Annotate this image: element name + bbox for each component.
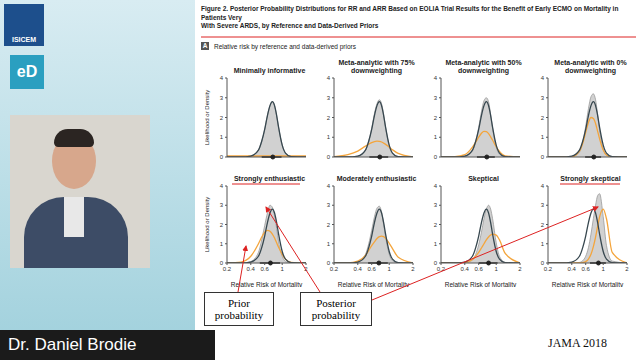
html-text:Skeptical: Skeptical [468, 175, 499, 182]
svg-text:Relative Risk of Mortality: Relative Risk of Mortality [445, 281, 517, 287]
svg-text:1: 1 [541, 134, 545, 140]
svg-text:1: 1 [434, 241, 438, 247]
svg-text:4: 4 [220, 75, 224, 81]
svg-text:3: 3 [541, 202, 545, 208]
svg-text:0.6: 0.6 [582, 266, 591, 272]
svg-text:4: 4 [541, 75, 545, 81]
html-text:With Severe ARDS, by Reference: With Severe ARDS, by Reference and Data-… [201, 22, 379, 29]
svg-text:0: 0 [541, 154, 545, 160]
html-text:Meta-analytic with 50% downwei: Meta-analytic with 50% downweighting [445, 59, 522, 74]
svg-text:0: 0 [327, 260, 331, 266]
svg-text:2: 2 [220, 222, 224, 228]
svg-text:2: 2 [625, 266, 629, 272]
svg-text:3: 3 [327, 202, 331, 208]
svg-text:0.6: 0.6 [475, 266, 484, 272]
svg-text:1: 1 [495, 266, 499, 272]
svg-text:2: 2 [541, 115, 545, 121]
html-text:Minimally informative: Minimally informative [233, 67, 306, 74]
html-text:A: A [202, 42, 208, 49]
svg-text:0: 0 [327, 154, 331, 160]
svg-text:1: 1 [220, 241, 224, 247]
svg-text:2: 2 [327, 115, 331, 121]
svg-text:0.2: 0.2 [330, 266, 339, 272]
svg-text:1: 1 [434, 134, 438, 140]
svg-text:Relative Risk of Mortality: Relative Risk of Mortality [552, 281, 624, 287]
svg-text:0.6: 0.6 [368, 266, 377, 272]
svg-text:4: 4 [434, 75, 438, 81]
svg-text:0.2: 0.2 [437, 266, 446, 272]
svg-text:1: 1 [388, 266, 392, 272]
svg-text:0.4: 0.4 [247, 266, 256, 272]
svg-text:2: 2 [434, 222, 438, 228]
html-text:JAMA 2018: JAMA 2018 [548, 336, 607, 350]
svg-text:0.4: 0.4 [461, 266, 470, 272]
svg-text:3: 3 [434, 202, 438, 208]
svg-text:Relative Risk of Mortality: Relative Risk of Mortality [338, 281, 410, 287]
svg-text:0: 0 [434, 154, 438, 160]
svg-text:Likelihood or Density: Likelihood or Density [205, 90, 210, 146]
svg-text:Relative Risk of Mortality: Relative Risk of Mortality [231, 281, 303, 287]
svg-text:4: 4 [220, 183, 224, 189]
svg-text:0: 0 [220, 154, 224, 160]
svg-text:4: 4 [541, 183, 545, 189]
svg-text:4: 4 [434, 183, 438, 189]
svg-text:4: 4 [327, 75, 331, 81]
svg-text:4: 4 [327, 183, 331, 189]
html-text:Strongly skeptical: Strongly skeptical [560, 175, 621, 182]
svg-text:2: 2 [434, 115, 438, 121]
html-text:Relative risk by reference and: Relative risk by reference and data-deri… [214, 42, 356, 50]
svg-text:2: 2 [220, 115, 224, 121]
svg-text:0.4: 0.4 [354, 266, 363, 272]
html-text:Posterior probability: Posterior probability [311, 297, 361, 321]
svg-text:1: 1 [220, 134, 224, 140]
svg-text:1: 1 [327, 134, 331, 140]
svg-text:1: 1 [281, 266, 285, 272]
svg-text:0: 0 [220, 260, 224, 266]
svg-text:0.2: 0.2 [544, 266, 553, 272]
svg-text:2: 2 [304, 266, 308, 272]
svg-text:1: 1 [327, 241, 331, 247]
svg-text:0.6: 0.6 [261, 266, 270, 272]
html-text:Meta-analytic with 0% downweig: Meta-analytic with 0% downweighting [554, 59, 627, 74]
svg-text:0: 0 [541, 260, 545, 266]
html-text:Dr. Daniel Brodie: Dr. Daniel Brodie [8, 335, 137, 354]
svg-text:1: 1 [602, 266, 606, 272]
svg-text:3: 3 [220, 95, 224, 101]
svg-text:2: 2 [518, 266, 522, 272]
svg-text:0.2: 0.2 [223, 266, 232, 272]
html-text:Moderately enthusiastic: Moderately enthusiastic [336, 175, 417, 182]
svg-text:1: 1 [541, 241, 545, 247]
svg-text:2: 2 [327, 222, 331, 228]
svg-text:2: 2 [541, 222, 545, 228]
svg-text:3: 3 [434, 95, 438, 101]
svg-text:3: 3 [327, 95, 331, 101]
svg-text:3: 3 [541, 95, 545, 101]
svg-text:0: 0 [434, 260, 438, 266]
svg-text:2: 2 [411, 266, 415, 272]
html-text:Strongly enthusiastic: Strongly enthusiastic [233, 175, 306, 182]
html-text:Figure 2. Posterior Probabilit: Figure 2. Posterior Probability Distribu… [201, 5, 619, 21]
html-text:eD: eD [16, 63, 38, 80]
svg-text:3: 3 [220, 202, 224, 208]
html-text:Meta-analytic with 75% downwei: Meta-analytic with 75% downweighting [338, 59, 415, 74]
svg-text:Likelihood or Density: Likelihood or Density [205, 197, 210, 253]
svg-text:0.4: 0.4 [568, 266, 577, 272]
html-text:ISICEM: ISICEM [11, 36, 37, 43]
html-text:Prior probability: Prior probability [214, 297, 264, 321]
